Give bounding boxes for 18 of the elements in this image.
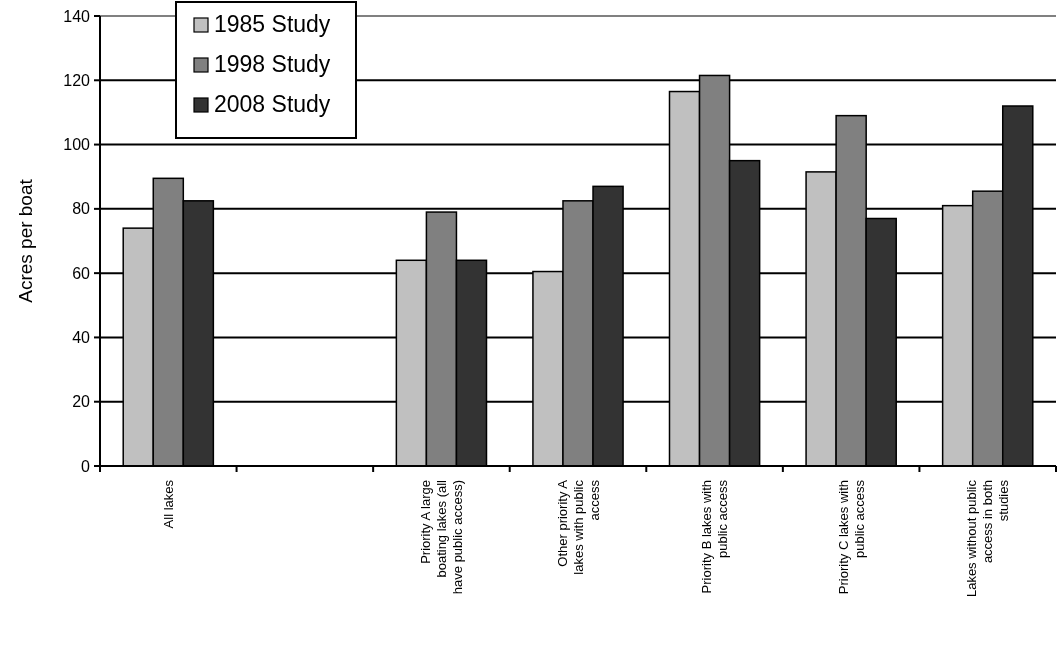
y-tick-label: 0	[81, 457, 91, 475]
y-tick-label: 80	[72, 200, 91, 218]
x-tick-label: Priority A large boating lakes (all have public access)	[417, 479, 465, 595]
y-tick-label: 60	[72, 264, 91, 282]
y-tick-label: 40	[72, 329, 91, 347]
legend-label: 1985 Study	[214, 11, 331, 37]
x-tick-label: Lakes without public access in both studies	[964, 479, 1012, 598]
legend-label: 1998 Study	[214, 51, 331, 77]
y-tick-label: 120	[63, 71, 91, 89]
legend-label: 2008 Study	[214, 91, 331, 117]
y-tick-label: 140	[63, 7, 91, 25]
y-tick-label: 100	[63, 136, 91, 154]
y-axis-title: Acres per boat	[15, 178, 36, 303]
x-tick-label: Priority C lakes with public access	[835, 479, 867, 595]
x-tick-label: All lakes	[160, 479, 176, 529]
y-tick-label: 20	[72, 393, 91, 411]
x-tick-label: Other priority A lakes with public access	[554, 479, 602, 575]
x-tick-label: Priority B lakes with public access	[699, 479, 731, 594]
